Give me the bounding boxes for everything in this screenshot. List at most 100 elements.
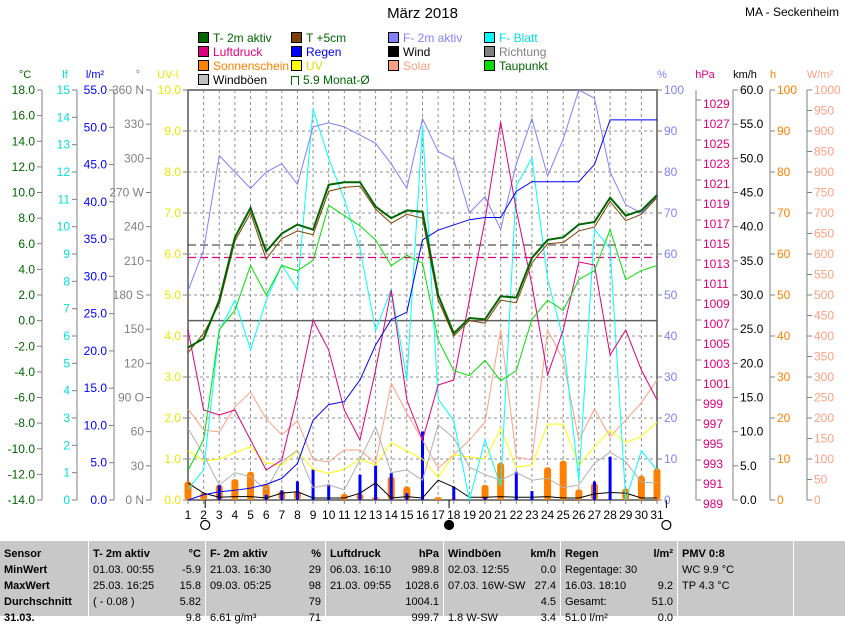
table-row: 6.61 g/m³ 71 bbox=[210, 610, 323, 626]
tick-label-rain: 35.0 bbox=[84, 232, 108, 246]
cell-label: 25.03. 16:25 bbox=[93, 580, 155, 592]
legend-swatch bbox=[484, 60, 495, 71]
tick-label-dir: 0 N bbox=[125, 493, 144, 507]
tick-label-uv: 8.0 bbox=[164, 165, 181, 179]
legend-swatch bbox=[388, 60, 399, 71]
tick-label-rain: 55.0 bbox=[84, 83, 108, 97]
tick-label-temp: 6.0 bbox=[18, 237, 35, 251]
bar-regen-t-glich bbox=[327, 484, 331, 500]
cell-value: 0.0 bbox=[657, 612, 673, 624]
tick-label-temp: -14.0 bbox=[8, 493, 36, 507]
tick-label-wm2: 450 bbox=[814, 309, 834, 323]
axis-unit-h: h bbox=[770, 69, 776, 81]
column-unit: l/m² bbox=[653, 548, 673, 560]
cell-value: 29 bbox=[308, 564, 321, 576]
tick-label-rain: 5.0 bbox=[90, 456, 107, 470]
x-tick-label: 21 bbox=[494, 508, 508, 522]
legend-label: Richtung bbox=[499, 45, 547, 59]
cell-label: WC 9.9 °C bbox=[682, 564, 735, 576]
legend-label: Taupunkt bbox=[499, 59, 548, 73]
legend-item: Richtung bbox=[484, 45, 546, 59]
tick-label-kmh: 20.0 bbox=[740, 356, 764, 370]
x-tick-label: 8 bbox=[294, 508, 301, 522]
legend-label: Wind bbox=[403, 45, 431, 59]
x-tick-label: 29 bbox=[619, 508, 633, 522]
tick-label-lf: 5 bbox=[63, 356, 70, 370]
legend-item: F- 2m aktiv bbox=[388, 31, 462, 45]
legend-item: 5.9 Monat-Ø bbox=[291, 73, 370, 87]
cell-label: 21.03. 16:30 bbox=[210, 564, 272, 576]
legend-label: T- 2m aktiv bbox=[213, 31, 272, 45]
table-column: Windböen km/h 02.03. 12:55 0.0 07.03. 16W-SW… bbox=[443, 541, 560, 624]
tick-label-kmh: 60.0 bbox=[740, 83, 764, 97]
legend-label: Solar bbox=[403, 59, 432, 73]
axis-unit-hpa: hPa bbox=[695, 69, 715, 81]
x-tick-label: 12 bbox=[353, 508, 367, 522]
full-moon-icon bbox=[200, 519, 211, 531]
legend-label: Regen bbox=[306, 45, 342, 59]
table-row: 9.8 bbox=[93, 610, 203, 626]
tick-label-h: 90 bbox=[777, 124, 791, 138]
cell-value: 3.4 bbox=[540, 612, 556, 624]
bar-regen-t-glich bbox=[608, 456, 612, 500]
series-wind bbox=[187, 479, 657, 499]
tick-label-h: 50 bbox=[777, 288, 791, 302]
tick-label-dir: 180 S bbox=[113, 288, 144, 302]
station-name: MA - Seckenheim bbox=[744, 5, 839, 19]
x-tick-label: 10 bbox=[322, 508, 336, 522]
legend-swatch bbox=[388, 46, 399, 57]
bar-regen-t-glich bbox=[592, 481, 596, 500]
tick-label-lf: 14 bbox=[57, 110, 71, 124]
legend-item: F- Blatt bbox=[484, 31, 538, 45]
cell-value: 71 bbox=[308, 612, 321, 624]
table-row: 07.03. 16W-SW 27.4 bbox=[448, 578, 558, 594]
tick-label-pct: 70 bbox=[664, 206, 678, 220]
chart-title: März 2018 bbox=[387, 5, 458, 22]
tick-label-uv: 6.0 bbox=[164, 247, 181, 261]
legend-item: Taupunkt bbox=[484, 59, 548, 73]
legend-label: F- Blatt bbox=[499, 31, 538, 45]
column-header: Sensor bbox=[4, 548, 42, 560]
tick-label-dir: 330 bbox=[124, 117, 144, 131]
table-row: 4.5 bbox=[448, 594, 558, 610]
bar-sonnenschein bbox=[559, 460, 567, 500]
legend-label: UV bbox=[306, 59, 323, 73]
legend-item: Windböen bbox=[198, 73, 267, 87]
table-row: MinWert bbox=[4, 562, 86, 578]
tick-label-wm2: 650 bbox=[814, 227, 834, 241]
axis-unit-dir: ° bbox=[136, 69, 140, 81]
tick-label-dir: 210 bbox=[124, 254, 144, 268]
x-tick-label: 17 bbox=[431, 508, 445, 522]
x-tick-label: 30 bbox=[635, 508, 649, 522]
axis-unit-rain: l/m² bbox=[86, 69, 105, 81]
tick-label-wm2: 250 bbox=[814, 391, 834, 405]
tick-label-temp: 18.0 bbox=[12, 83, 36, 97]
tick-label-uv: 3.0 bbox=[164, 370, 181, 384]
table-row: WC 9.9 °C bbox=[682, 562, 791, 578]
tick-label-hpa: 989 bbox=[703, 497, 723, 511]
cell-label: 1.8 W-SW bbox=[448, 612, 498, 624]
table-row: 21.03. 09:55 1028.6 bbox=[330, 578, 441, 594]
tick-label-uv: 0.0 bbox=[164, 493, 181, 507]
bar-sonnenschein bbox=[653, 468, 661, 500]
tick-label-h: 40 bbox=[777, 329, 791, 343]
table-row bbox=[682, 594, 791, 610]
legend-swatch bbox=[198, 46, 209, 57]
legend-item: Solar bbox=[388, 59, 431, 73]
tick-label-rain: 45.0 bbox=[84, 158, 108, 172]
tick-label-uv: 9.0 bbox=[164, 124, 181, 138]
x-tick-label: 27 bbox=[588, 508, 602, 522]
tick-label-dir: 60 bbox=[131, 425, 145, 439]
legend-swatch bbox=[291, 76, 299, 85]
tick-label-hpa: 997 bbox=[703, 417, 723, 431]
tick-label-wm2: 1000 bbox=[814, 83, 841, 97]
tick-label-hpa: 1017 bbox=[703, 217, 730, 231]
legend-item: T +5cm bbox=[291, 31, 346, 45]
tick-label-pct: 80 bbox=[664, 165, 678, 179]
tick-label-dir: 150 bbox=[124, 322, 144, 336]
legend-label: F- 2m aktiv bbox=[403, 31, 463, 45]
bar-sonnenschein bbox=[544, 467, 552, 500]
bar-sonnenschein bbox=[434, 497, 442, 500]
tick-label-lf: 0 bbox=[63, 493, 70, 507]
legend-swatch bbox=[291, 32, 302, 43]
